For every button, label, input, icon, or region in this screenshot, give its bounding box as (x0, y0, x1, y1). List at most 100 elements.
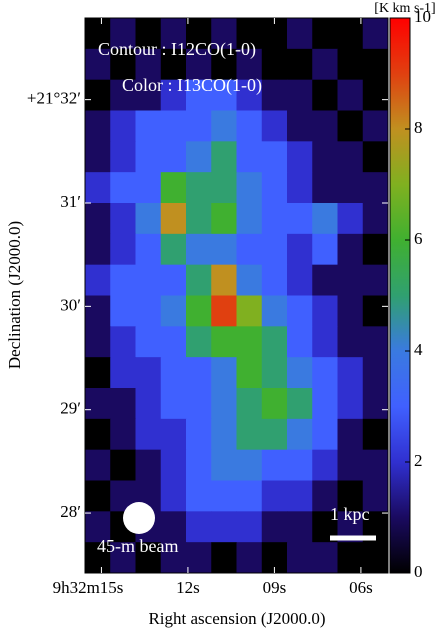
cell (186, 511, 212, 543)
cell (110, 141, 136, 173)
cell (110, 79, 136, 111)
cell (110, 542, 136, 574)
cell (236, 172, 263, 204)
cell (337, 141, 364, 173)
cell (362, 388, 389, 420)
cell (160, 357, 187, 389)
cell (186, 172, 212, 204)
y-tick-label: 30′ (60, 295, 81, 314)
cell (236, 542, 263, 574)
cell (186, 449, 212, 481)
cell (135, 449, 162, 481)
cell (337, 18, 364, 50)
cell (312, 326, 338, 358)
cell (186, 141, 212, 173)
cell (312, 79, 338, 111)
cell (211, 480, 237, 512)
cell (186, 264, 212, 296)
cell (362, 141, 389, 173)
cell (186, 233, 212, 266)
cell (211, 357, 237, 389)
cell (186, 295, 212, 327)
cell (312, 418, 338, 451)
cell (337, 264, 364, 296)
cell (85, 449, 111, 481)
cell (211, 295, 237, 327)
cell (312, 449, 338, 481)
cell (362, 48, 389, 81)
cell (261, 110, 288, 142)
cell (287, 295, 313, 327)
cell (160, 48, 187, 81)
cell (160, 542, 187, 574)
cell (236, 203, 263, 235)
cell (186, 203, 212, 235)
cell (186, 357, 212, 389)
cell (261, 511, 288, 543)
cell (211, 449, 237, 481)
colorbar-tick-label: 4 (414, 340, 423, 359)
colorbar-tick-label: 8 (414, 118, 423, 137)
cell (85, 18, 111, 50)
cell (312, 264, 338, 296)
cell (85, 141, 111, 173)
cell (110, 264, 136, 296)
cell (135, 388, 162, 420)
cell (135, 18, 162, 50)
cell (362, 295, 389, 327)
cell (211, 203, 237, 235)
cell (236, 480, 263, 512)
cell (261, 203, 288, 235)
cell (287, 18, 313, 50)
cell (160, 141, 187, 173)
cell (211, 79, 237, 111)
cell (287, 388, 313, 420)
cell (85, 326, 111, 358)
cell (236, 388, 263, 420)
x-tick-label: 06s (349, 578, 373, 597)
cell (135, 418, 162, 451)
colorbar-tick-label: 10 (414, 7, 431, 26)
cell (186, 418, 212, 451)
cell (337, 110, 364, 142)
cell (337, 326, 364, 358)
cell (186, 110, 212, 142)
cell (135, 326, 162, 358)
cell (261, 48, 288, 81)
cell (211, 233, 237, 266)
cell (287, 172, 313, 204)
cell (236, 18, 263, 50)
cell (160, 264, 187, 296)
cell (337, 357, 364, 389)
beam (123, 502, 155, 534)
x-tick-label: 9h32m15s (53, 578, 124, 597)
cell (312, 480, 338, 512)
cell (261, 418, 288, 451)
cell (85, 542, 111, 574)
cell (211, 418, 237, 451)
cell (160, 18, 187, 50)
cell (160, 388, 187, 420)
cell (362, 542, 389, 574)
cell (362, 110, 389, 142)
cell (236, 418, 263, 451)
cell (110, 203, 136, 235)
x-tick-label: 12s (176, 578, 200, 597)
cell (287, 511, 313, 543)
cell (85, 233, 111, 266)
cell (186, 79, 212, 111)
cell (287, 233, 313, 266)
colorbar-tick-label: 2 (414, 451, 423, 470)
cell (160, 480, 187, 512)
colorbar-tick-label: 0 (414, 562, 423, 581)
cell (287, 542, 313, 574)
cell (287, 79, 313, 111)
colorbar-label: [K km s-1] (374, 1, 435, 16)
cell (362, 233, 389, 266)
x-axis-label: Right ascension (J2000.0) (148, 609, 325, 628)
cell (160, 295, 187, 327)
cell (211, 264, 237, 296)
cell (85, 295, 111, 327)
cell (85, 48, 111, 81)
